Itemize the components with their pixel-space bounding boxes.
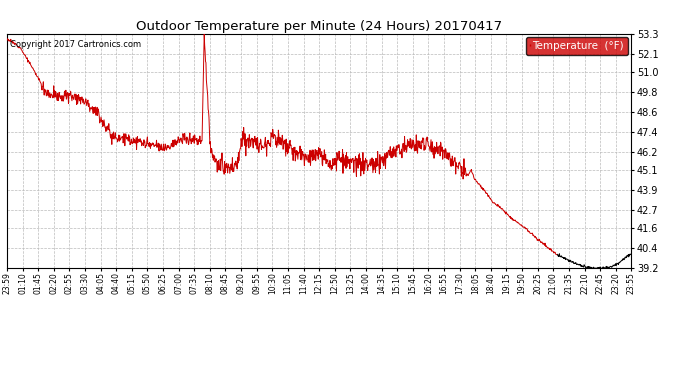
Title: Outdoor Temperature per Minute (24 Hours) 20170417: Outdoor Temperature per Minute (24 Hours… [136,20,502,33]
Legend: Temperature  (°F): Temperature (°F) [526,37,628,55]
Text: Copyright 2017 Cartronics.com: Copyright 2017 Cartronics.com [10,40,141,49]
